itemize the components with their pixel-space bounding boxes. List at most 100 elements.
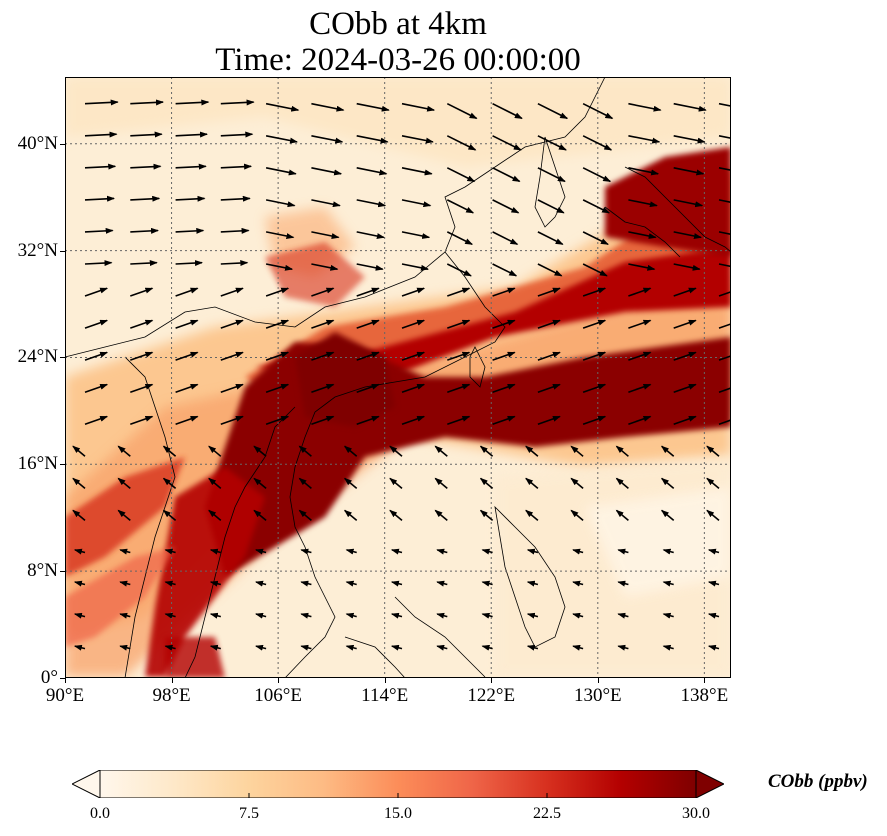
wind-vector-arrow	[492, 135, 522, 151]
wind-vector-arrow	[265, 287, 290, 297]
wind-vector-arrow	[208, 477, 222, 490]
wind-vector-arrow	[492, 231, 519, 246]
wind-vector-arrow	[343, 509, 358, 522]
wind-vector-arrow	[628, 263, 656, 271]
wind-vector-arrow	[582, 415, 607, 425]
colorbar-tick-label: 0.0	[90, 805, 110, 822]
wind-vector-arrow	[220, 163, 253, 170]
gridlines	[65, 77, 731, 678]
wind-vector-arrow	[130, 131, 163, 138]
wind-vector-arrow	[300, 580, 312, 587]
wind-vector-arrow	[662, 548, 674, 555]
wind-vector-arrow	[447, 351, 471, 361]
wind-vector-arrow	[84, 287, 109, 297]
wind-vector-arrow	[436, 644, 448, 651]
wind-vector-arrow	[718, 231, 731, 236]
wind-vector-arrow	[401, 231, 431, 239]
wind-vector-arrow	[175, 351, 199, 361]
lon-tick-label: 106°E	[254, 685, 302, 706]
wind-vector-arrow	[706, 477, 720, 490]
wind-vector-arrow	[436, 580, 448, 587]
wind-vector-arrow	[265, 102, 300, 112]
wind-vector-arrow	[662, 580, 674, 587]
wind-vector-arrow	[706, 445, 720, 457]
wind-vector-arrow	[446, 231, 473, 246]
wind-vector-arrow	[481, 612, 493, 619]
lon-tick-mark	[65, 678, 66, 683]
wind-vector-arrow	[220, 319, 244, 329]
wind-vector-arrow	[537, 263, 563, 277]
lat-tick-mark	[60, 143, 65, 145]
wind-vector-arrow	[73, 644, 86, 651]
wind-vector-arrow	[73, 548, 86, 555]
wind-vector-arrow	[117, 445, 131, 457]
wind-vector-arrow	[492, 319, 516, 329]
wind-vector-arrow	[298, 477, 312, 490]
wind-vector-arrow	[356, 102, 390, 112]
wind-vector-arrow	[572, 644, 584, 651]
wind-vector-arrow	[660, 477, 675, 490]
wind-vector-arrow	[401, 351, 426, 361]
wind-vector-arrow	[72, 509, 86, 522]
lat-tick-label: 8°N	[27, 560, 58, 582]
wind-vector-arrow	[265, 351, 290, 361]
wind-vector-arrow	[525, 477, 539, 490]
wind-vector-arrow	[582, 263, 608, 277]
wind-vector-arrow	[265, 167, 297, 176]
wind-vector-arrow	[537, 287, 561, 297]
wind-vector-arrow	[537, 167, 566, 183]
wind-vector-arrow	[84, 163, 117, 170]
wind-vector-arrow	[220, 351, 244, 361]
lat-tick-label: 16°N	[17, 453, 58, 475]
wind-vector-arrow	[220, 260, 249, 267]
wind-vector-arrow	[311, 383, 335, 393]
lat-tick-label: 24°N	[17, 346, 58, 368]
wind-vector-arrow	[255, 548, 267, 555]
wind-vector-arrow	[343, 477, 358, 490]
colorbar-min-extension	[72, 770, 101, 798]
wind-vector-arrow	[434, 509, 448, 522]
wind-vector-arrow	[390, 548, 403, 555]
wind-vector-arrow	[164, 612, 176, 619]
wind-vector-arrow	[311, 102, 345, 112]
wind-vector-arrow	[481, 548, 493, 555]
wind-vector-arrow	[356, 263, 384, 271]
wind-vector-arrow	[209, 612, 222, 619]
wind-vector-arrow	[345, 548, 357, 555]
wind-vector-arrow	[175, 415, 199, 425]
wind-vector-arrow	[662, 644, 674, 651]
wind-vector-arrow	[572, 580, 584, 587]
wind-vector-arrow	[707, 644, 720, 651]
wind-vector-arrow	[209, 548, 222, 555]
wind-vector-arrow	[447, 319, 471, 329]
wind-vector-arrow	[673, 263, 701, 271]
wind-vector-arrow	[492, 415, 516, 425]
lat-tick-label: 40°N	[17, 132, 58, 154]
wind-vector-arrow	[119, 548, 131, 555]
wind-vector-arrow	[343, 445, 358, 457]
wind-vector-arrow	[526, 612, 539, 619]
wind-vector-arrow	[582, 167, 612, 183]
map-panel	[65, 77, 731, 678]
wind-vector-arrow	[707, 612, 720, 619]
wind-vector-arrow	[537, 199, 565, 214]
wind-vector-arrow	[401, 167, 433, 176]
wind-vector-arrow	[582, 351, 607, 361]
wind-vector-arrow	[525, 445, 539, 457]
wind-vector-arrow	[84, 99, 119, 106]
wind-vector-arrow	[311, 319, 335, 329]
wind-vector-arrow	[628, 167, 660, 176]
wind-vector-arrow	[175, 383, 199, 393]
wind-vector-arrow	[660, 509, 675, 522]
wind-vector-arrow	[84, 260, 113, 267]
lon-tick-mark	[597, 678, 599, 683]
wind-vector-arrow	[706, 509, 720, 522]
wind-vector-arrow	[220, 195, 251, 202]
wind-vector-arrow	[617, 644, 629, 651]
wind-vector-arrow	[401, 383, 426, 393]
wind-vector-arrow	[356, 167, 388, 176]
wind-vector-arrow	[311, 231, 340, 239]
wind-vector-arrow	[389, 509, 403, 522]
lon-tick-label: 138°E	[680, 685, 729, 706]
wind-vector-arrow	[446, 102, 478, 120]
